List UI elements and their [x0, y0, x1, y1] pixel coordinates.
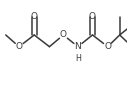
Text: O: O: [60, 31, 67, 39]
Text: N: N: [74, 42, 81, 51]
Text: O: O: [104, 42, 111, 51]
Text: O: O: [16, 42, 23, 51]
Text: H: H: [75, 54, 81, 63]
Text: O: O: [31, 12, 38, 21]
Text: O: O: [89, 12, 96, 21]
